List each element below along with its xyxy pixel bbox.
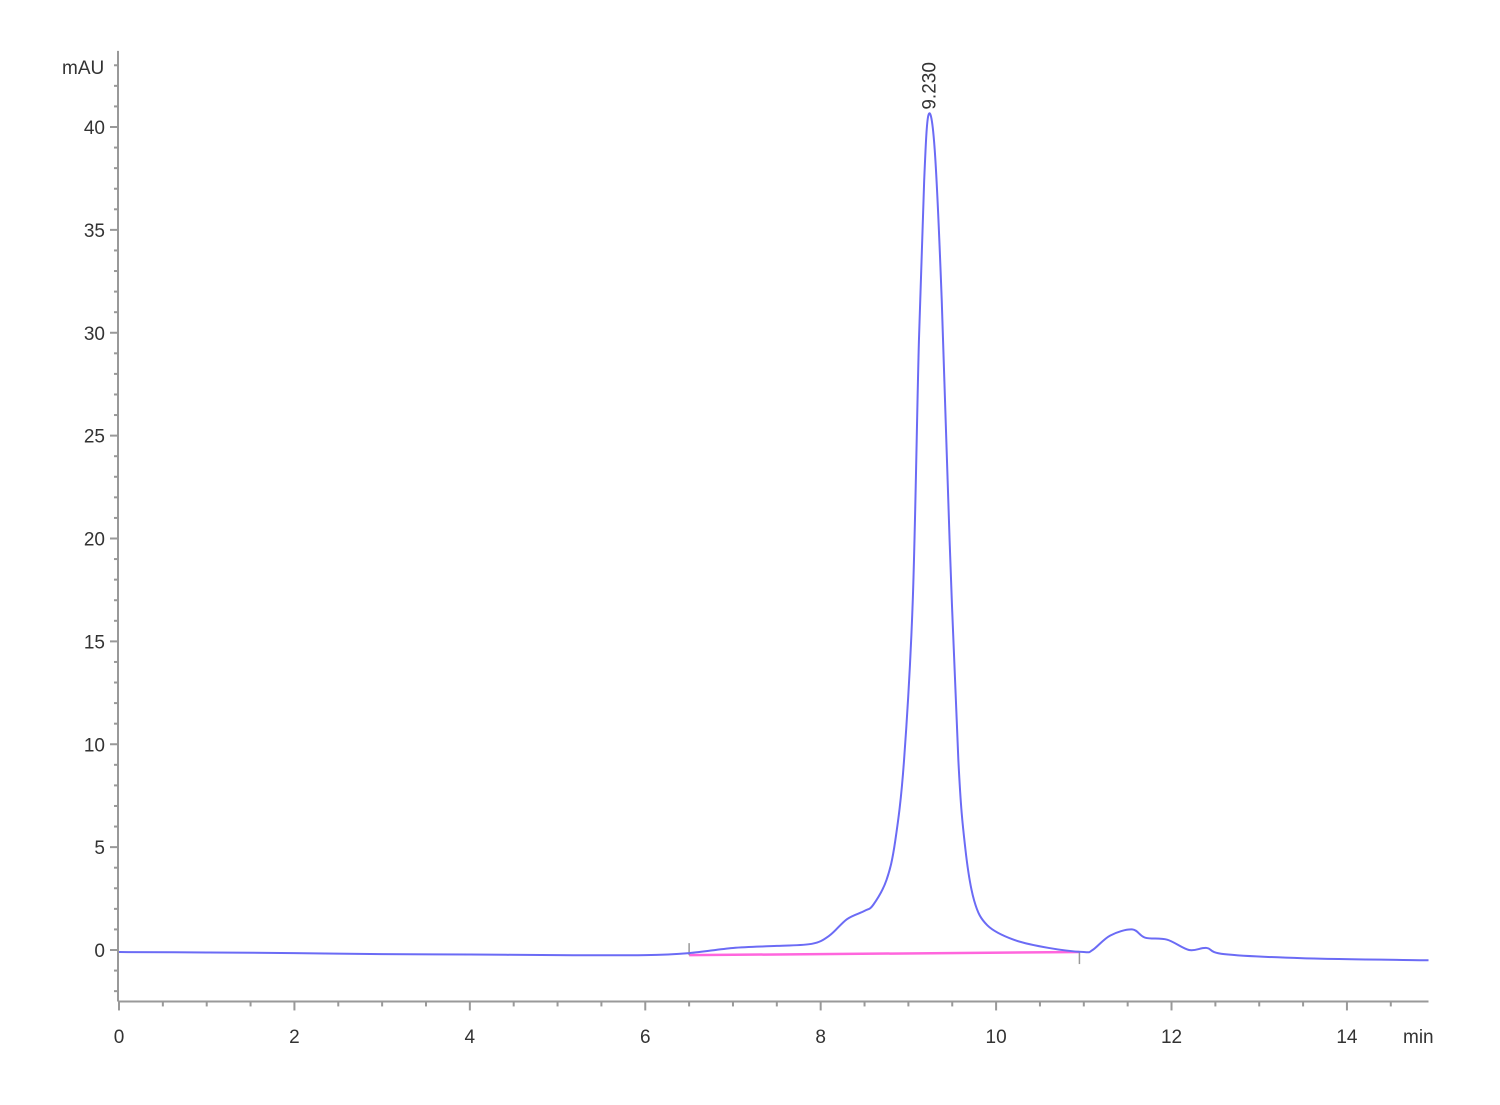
y-axis-label: mAU xyxy=(62,58,104,79)
y-tick-label: 0 xyxy=(94,941,105,962)
x-axis-label: min xyxy=(1403,1027,1434,1048)
plot-marks: 9.230 xyxy=(118,62,1429,965)
y-tick-label: 25 xyxy=(84,427,105,448)
y-tick-label: 30 xyxy=(84,324,105,345)
x-tick-label: 2 xyxy=(289,1027,300,1048)
signal-trace xyxy=(118,112,1429,962)
integration-baseline xyxy=(689,950,1080,957)
y-tick-label: 15 xyxy=(84,632,105,653)
x-tick-label: 10 xyxy=(986,1027,1007,1048)
x-tick-label: 0 xyxy=(114,1027,125,1048)
y-tick-label: 35 xyxy=(84,221,105,242)
x-tick-label: 8 xyxy=(815,1027,826,1048)
x-tick-label: 4 xyxy=(465,1027,476,1048)
x-tick-label: 6 xyxy=(640,1027,651,1048)
y-tick-label: 20 xyxy=(84,530,105,551)
axes: 0 5 10 15 20 25 30 35 40 0 2 4 6 8 10 12 14 xyxy=(84,50,1429,1048)
y-tick-label: 5 xyxy=(94,838,105,859)
y-tick-label: 40 xyxy=(84,118,105,139)
y-tick-label: 10 xyxy=(84,735,105,756)
peak-label: 9.230 xyxy=(920,62,941,110)
x-tick-label: 12 xyxy=(1161,1027,1182,1048)
x-tick-label: 14 xyxy=(1336,1027,1358,1048)
